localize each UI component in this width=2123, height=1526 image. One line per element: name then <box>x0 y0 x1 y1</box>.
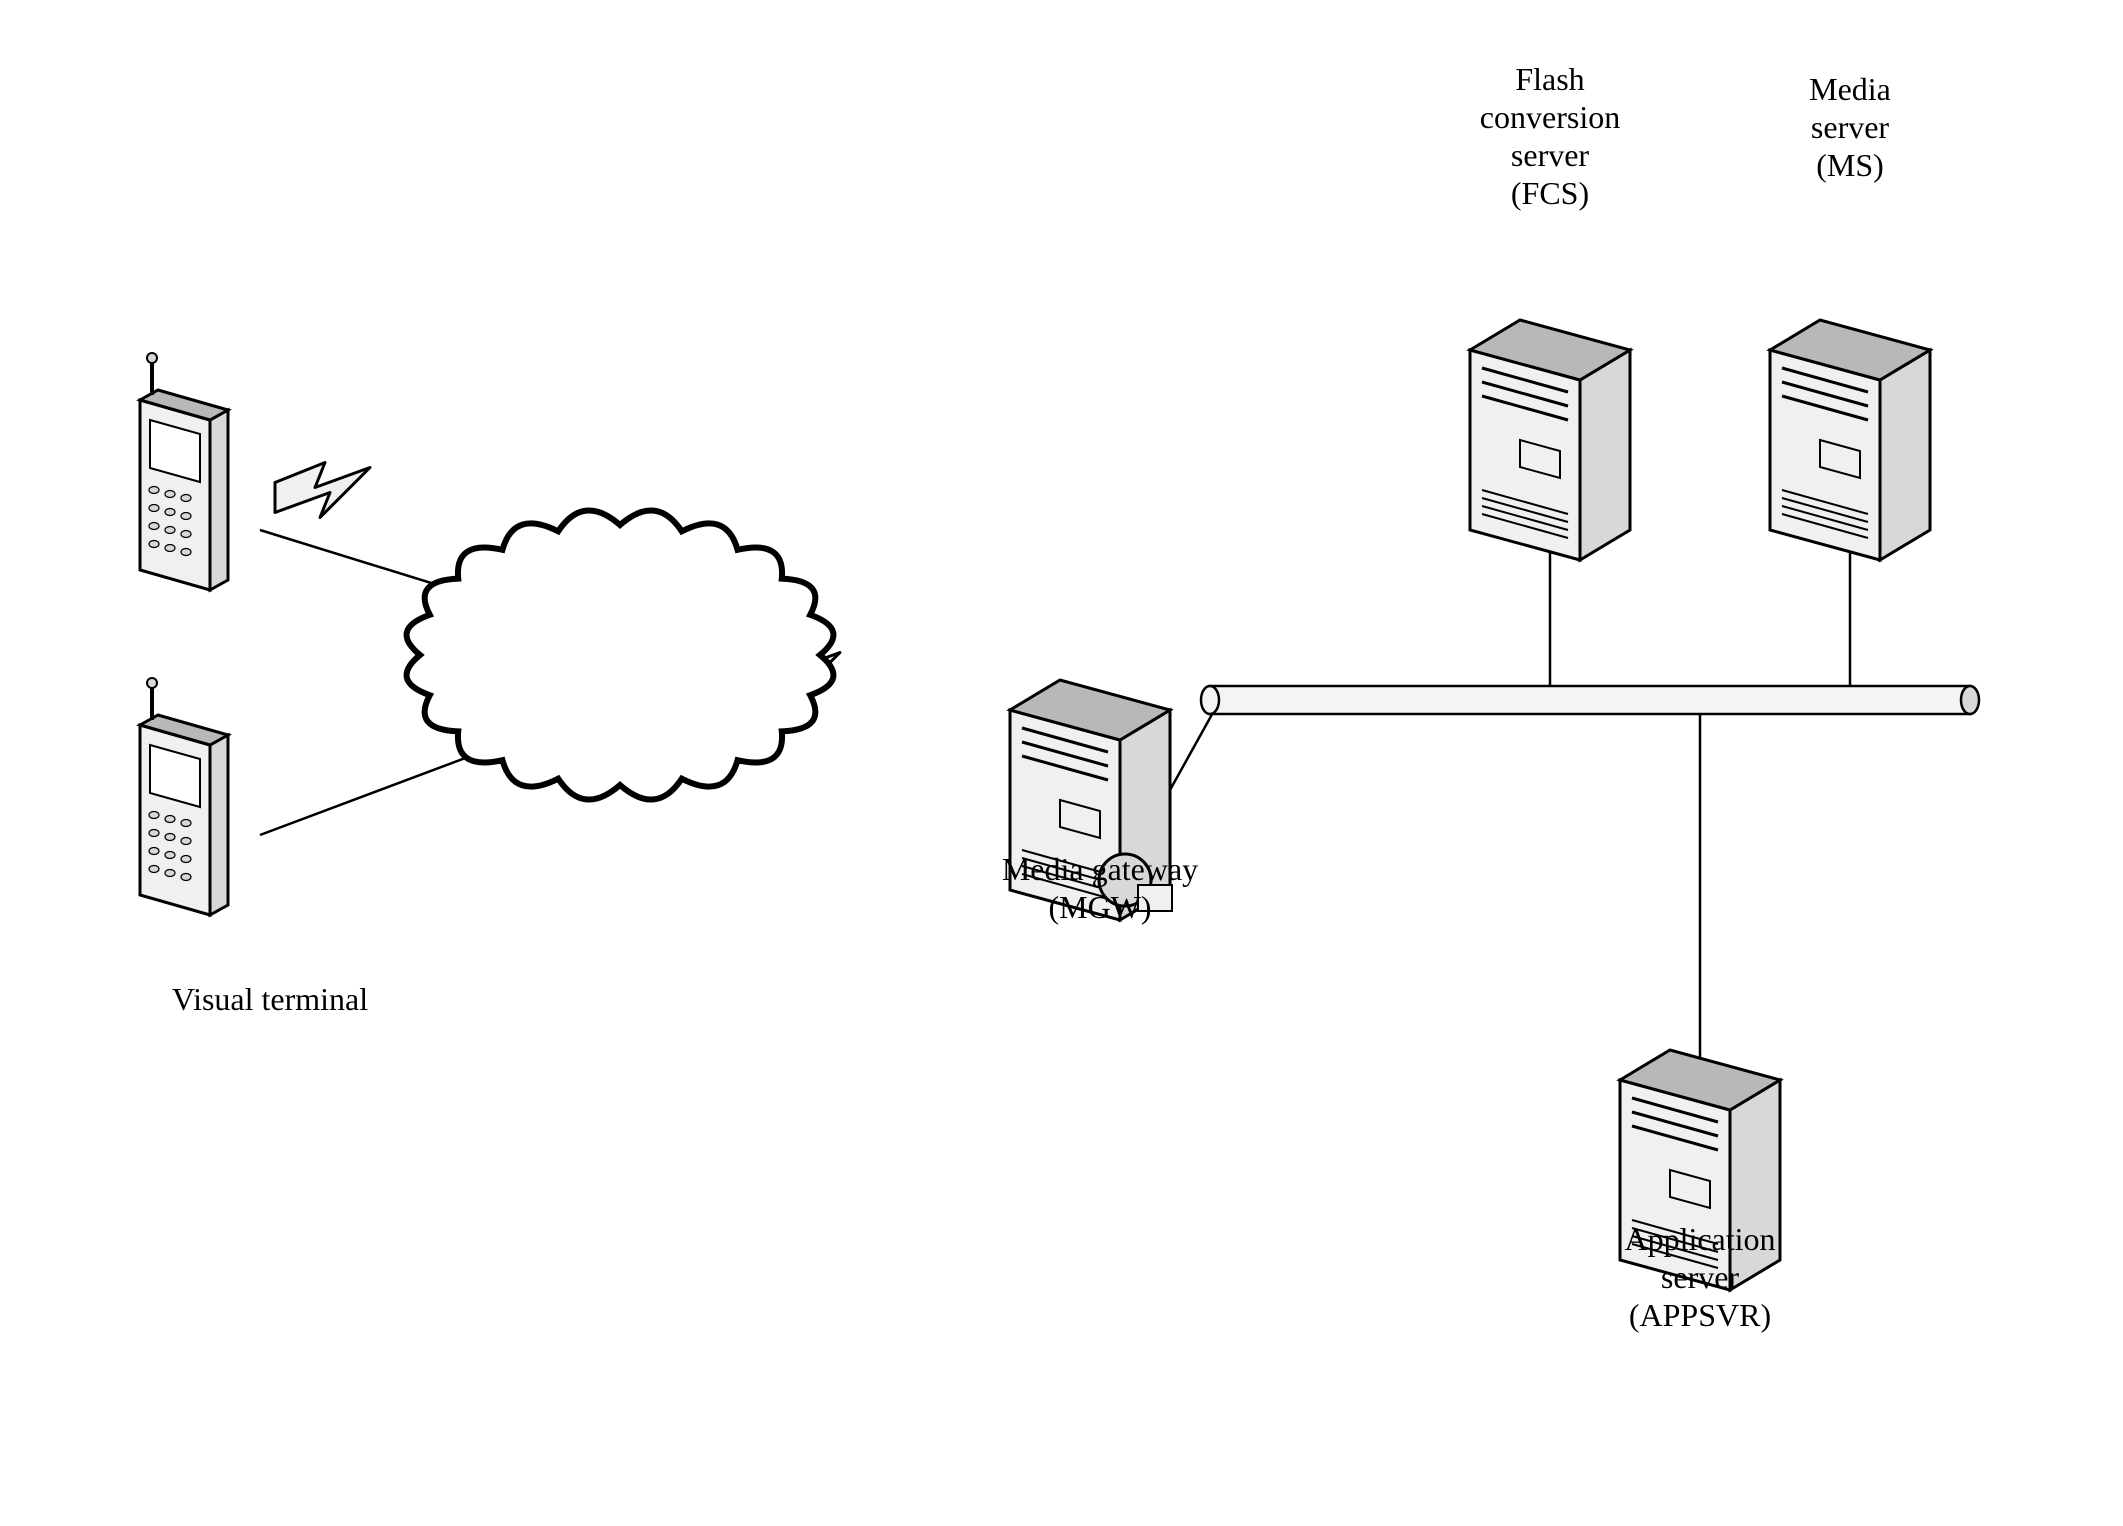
svg-text:server: server <box>1811 109 1890 145</box>
svg-text:server: server <box>1511 137 1590 173</box>
svg-text:Flash: Flash <box>1515 61 1584 97</box>
wireless-bolt-icon <box>275 463 370 518</box>
svg-text:Application: Application <box>1624 1221 1775 1257</box>
flash-conversion-server-label: Flashconversionserver(FCS) <box>1480 61 1620 211</box>
network-bus <box>1201 686 1979 714</box>
bus-layer <box>1201 686 1979 714</box>
svg-text:Media gateway: Media gateway <box>1002 851 1198 887</box>
svg-text:(MS): (MS) <box>1816 147 1884 183</box>
network-cloud-icon <box>407 510 834 799</box>
media-server-icon <box>1770 320 1930 560</box>
visual-terminal-label: Visual terminal <box>172 981 368 1017</box>
visual-terminal-phone-icon <box>140 678 228 915</box>
svg-text:conversion: conversion <box>1480 99 1620 135</box>
svg-text:Media: Media <box>1809 71 1891 107</box>
visual-terminal-phone-icon <box>140 353 228 590</box>
svg-text:server: server <box>1661 1259 1740 1295</box>
svg-text:(APPSVR): (APPSVR) <box>1629 1297 1771 1333</box>
media-server-label: Mediaserver(MS) <box>1809 71 1891 183</box>
svg-text:(FCS): (FCS) <box>1511 175 1589 211</box>
svg-text:(MGW): (MGW) <box>1048 889 1151 925</box>
flash-conversion-server-icon <box>1470 320 1630 560</box>
